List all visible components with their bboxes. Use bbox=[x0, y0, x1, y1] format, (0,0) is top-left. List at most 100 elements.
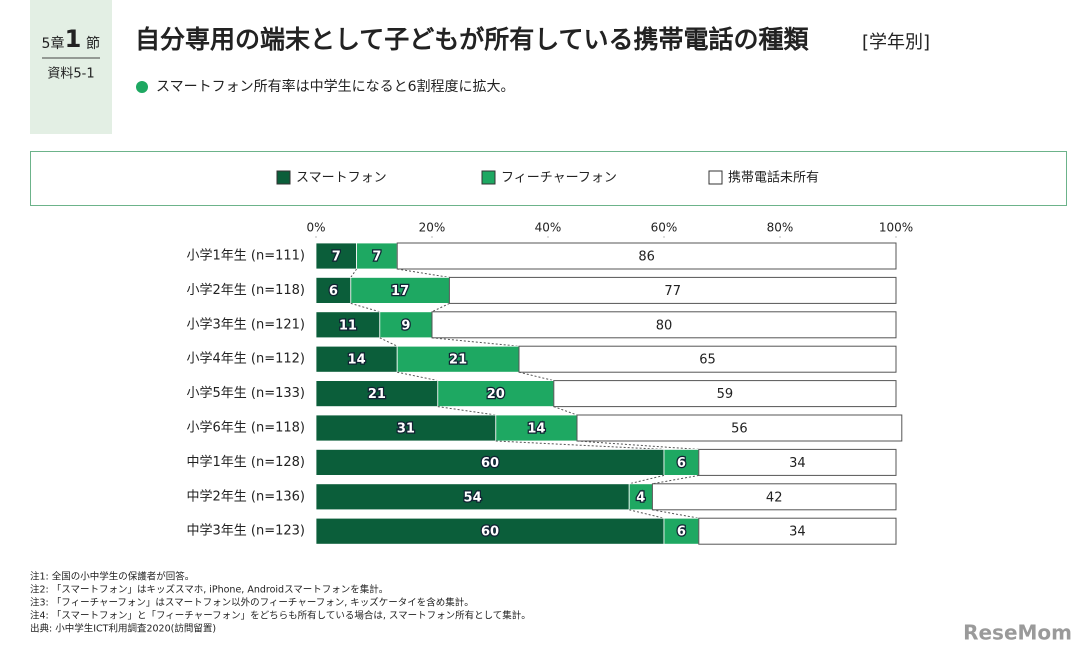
connector-line bbox=[553, 406, 578, 416]
badge-unit: 節 bbox=[86, 35, 100, 52]
y-tick-label: 小学1年生 (n=111) bbox=[187, 248, 306, 264]
legend-swatch bbox=[276, 170, 291, 185]
data-label: 34 bbox=[789, 456, 806, 471]
data-label: 42 bbox=[766, 490, 783, 505]
connector-line bbox=[652, 509, 699, 519]
connector-line bbox=[350, 268, 358, 278]
title-suffix: [学年別] bbox=[862, 32, 930, 53]
connector-line bbox=[350, 302, 380, 313]
y-tick-label: 小学5年生 (n=133) bbox=[187, 385, 306, 401]
bar-segment bbox=[315, 448, 665, 476]
bar-segment bbox=[315, 380, 439, 408]
connector-line bbox=[397, 371, 438, 382]
data-label: 21 bbox=[449, 353, 467, 368]
badge-number: 1 bbox=[65, 25, 82, 53]
y-tick-label: 小学3年生 (n=121) bbox=[187, 316, 306, 332]
bar-segment bbox=[651, 483, 897, 511]
bar-segment bbox=[350, 276, 450, 304]
y-tick-label: 小学4年生 (n=112) bbox=[187, 351, 306, 367]
bar-segment bbox=[553, 380, 897, 408]
bar-segment bbox=[448, 276, 897, 304]
legend-box bbox=[30, 151, 1067, 206]
data-label: 21 bbox=[368, 387, 386, 402]
watermark: ReseMom bbox=[963, 621, 1072, 645]
bar-segment bbox=[698, 448, 897, 476]
data-label: 65 bbox=[699, 353, 716, 368]
connector-line bbox=[397, 268, 450, 278]
x-tick-label: 20% bbox=[419, 221, 446, 235]
data-label: 20 bbox=[487, 387, 505, 402]
badge-bg bbox=[30, 0, 112, 134]
bar-segment bbox=[315, 242, 357, 270]
subtitle-dot bbox=[136, 81, 148, 93]
bar-segment bbox=[315, 345, 398, 373]
x-tick-label: 40% bbox=[535, 221, 562, 235]
y-tick-label: 小学6年生 (n=118) bbox=[187, 420, 306, 436]
y-tick-label: 小学2年生 (n=118) bbox=[187, 282, 306, 298]
bar-segment bbox=[576, 414, 903, 442]
y-tick-label: 中学1年生 (n=128) bbox=[187, 454, 306, 470]
legend-label: スマートフォン bbox=[296, 171, 387, 186]
chart-title: 自分専用の端末として子どもが所有している携帯電話の種類 bbox=[135, 25, 810, 54]
data-label: 77 bbox=[664, 284, 681, 299]
bar-segment bbox=[356, 242, 398, 270]
data-label: 56 bbox=[731, 422, 748, 437]
data-label: 17 bbox=[391, 284, 409, 299]
data-label: 6 bbox=[677, 456, 686, 471]
bar-segment bbox=[396, 345, 520, 373]
connector-line bbox=[629, 509, 665, 519]
connector-line bbox=[629, 474, 665, 485]
data-label: 86 bbox=[638, 250, 655, 265]
data-label: 31 bbox=[397, 422, 415, 437]
legend-swatch bbox=[708, 170, 723, 185]
note: 注1: 全国の小中学生の保護者が回答。 bbox=[30, 571, 194, 583]
bar-segment bbox=[431, 311, 897, 339]
data-label: 60 bbox=[481, 456, 499, 471]
bar-segment bbox=[315, 483, 630, 511]
data-label: 54 bbox=[464, 490, 482, 505]
y-tick-label: 中学2年生 (n=136) bbox=[187, 488, 306, 504]
data-label: 59 bbox=[717, 387, 734, 402]
x-tick-label: 60% bbox=[651, 221, 678, 235]
bar-segment bbox=[396, 242, 897, 270]
data-label: 34 bbox=[789, 525, 806, 540]
badge-chapter: 5章 bbox=[42, 35, 65, 52]
bar-segment bbox=[518, 345, 897, 373]
x-tick-label: 0% bbox=[306, 221, 325, 235]
data-label: 7 bbox=[332, 250, 341, 265]
connector-line bbox=[379, 337, 398, 347]
bar-segment bbox=[437, 380, 555, 408]
data-label: 9 bbox=[401, 318, 410, 333]
bar-segment bbox=[315, 276, 352, 304]
connector-line bbox=[431, 337, 520, 347]
data-label: 11 bbox=[339, 318, 357, 333]
data-label: 14 bbox=[527, 422, 545, 437]
connector-line bbox=[437, 406, 496, 416]
connector-line bbox=[576, 440, 699, 450]
data-label: 7 bbox=[372, 250, 381, 265]
legend-label: 携帯電話未所有 bbox=[728, 170, 819, 186]
note: 注2: 「スマートフォン」はキッズスマホ, iPhone, Androidスマー… bbox=[30, 584, 388, 596]
legend-label: フィーチャーフォン bbox=[501, 171, 617, 186]
x-tick-label: 80% bbox=[767, 221, 794, 235]
bar-segment bbox=[315, 414, 497, 442]
badge-material: 資料5-1 bbox=[47, 67, 94, 82]
bar-segment bbox=[698, 517, 897, 545]
note: 出典: 小中学生ICT利用調査2020(訪問留置) bbox=[30, 623, 216, 635]
note: 注4: 「スマートフォン」と「フィーチャーフォン」をどちらも所有している場合は,… bbox=[30, 610, 531, 622]
connector-line bbox=[431, 302, 450, 313]
x-tick-label: 100% bbox=[879, 221, 913, 235]
note: 注3: 「フィーチャーフォン」はスマートフォン以外のフィーチャーフォン, キッズ… bbox=[30, 597, 474, 609]
data-label: 6 bbox=[329, 284, 338, 299]
data-label: 60 bbox=[481, 525, 499, 540]
data-label: 14 bbox=[348, 353, 366, 368]
bar-segment bbox=[663, 517, 700, 545]
subtitle: スマートフォン所有率は中学生になると6割程度に拡大。 bbox=[156, 78, 515, 95]
bar-segment bbox=[379, 311, 433, 339]
data-label: 4 bbox=[636, 490, 645, 505]
connector-line bbox=[495, 440, 665, 450]
data-label: 6 bbox=[677, 525, 686, 540]
legend-swatch bbox=[481, 170, 496, 185]
connector-line bbox=[518, 371, 554, 382]
